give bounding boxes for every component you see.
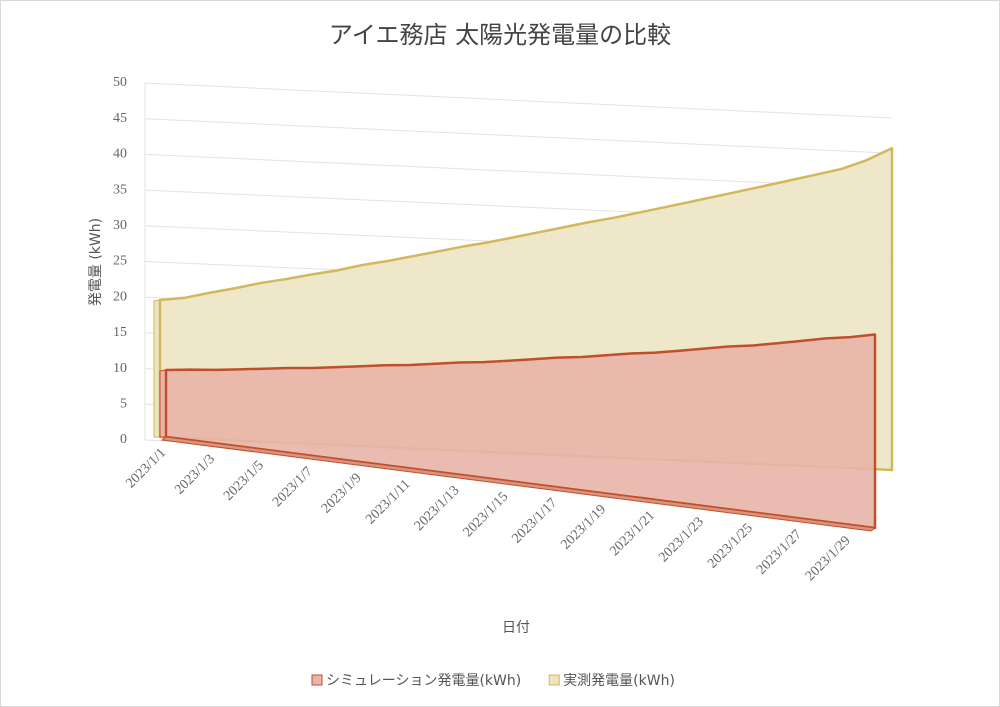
y-tick-label: 45 bbox=[113, 111, 127, 126]
y-tick-label: 5 bbox=[120, 397, 127, 412]
x-axis-title: 日付 bbox=[502, 620, 530, 636]
y-tick-label: 10 bbox=[113, 361, 127, 376]
y-tick-label: 40 bbox=[113, 147, 127, 162]
y-tick-label: 25 bbox=[113, 254, 127, 269]
y-tick-label: 0 bbox=[120, 432, 127, 447]
legend-swatch bbox=[311, 674, 323, 686]
chart-title: アイエ務店 太陽光発電量の比較 bbox=[329, 21, 671, 49]
grid-line bbox=[144, 118, 893, 154]
legend-label: 実測発電量(kWh) bbox=[563, 673, 675, 689]
y-axis-title: 発電量 (kWh) bbox=[88, 218, 104, 306]
y-tick-label: 15 bbox=[113, 325, 127, 340]
area bbox=[164, 333, 877, 530]
grid-line bbox=[144, 153, 893, 189]
y-tick-label: 20 bbox=[113, 289, 127, 304]
floor-edge bbox=[160, 436, 877, 532]
y-tick-label: 30 bbox=[113, 218, 127, 233]
y-tick-label: 50 bbox=[113, 75, 127, 90]
legend-label: シミュレーション発電量(kWh) bbox=[326, 673, 521, 689]
legend-swatch bbox=[548, 674, 560, 686]
y-tick-label: 35 bbox=[113, 182, 127, 197]
grid-line bbox=[144, 82, 893, 119]
